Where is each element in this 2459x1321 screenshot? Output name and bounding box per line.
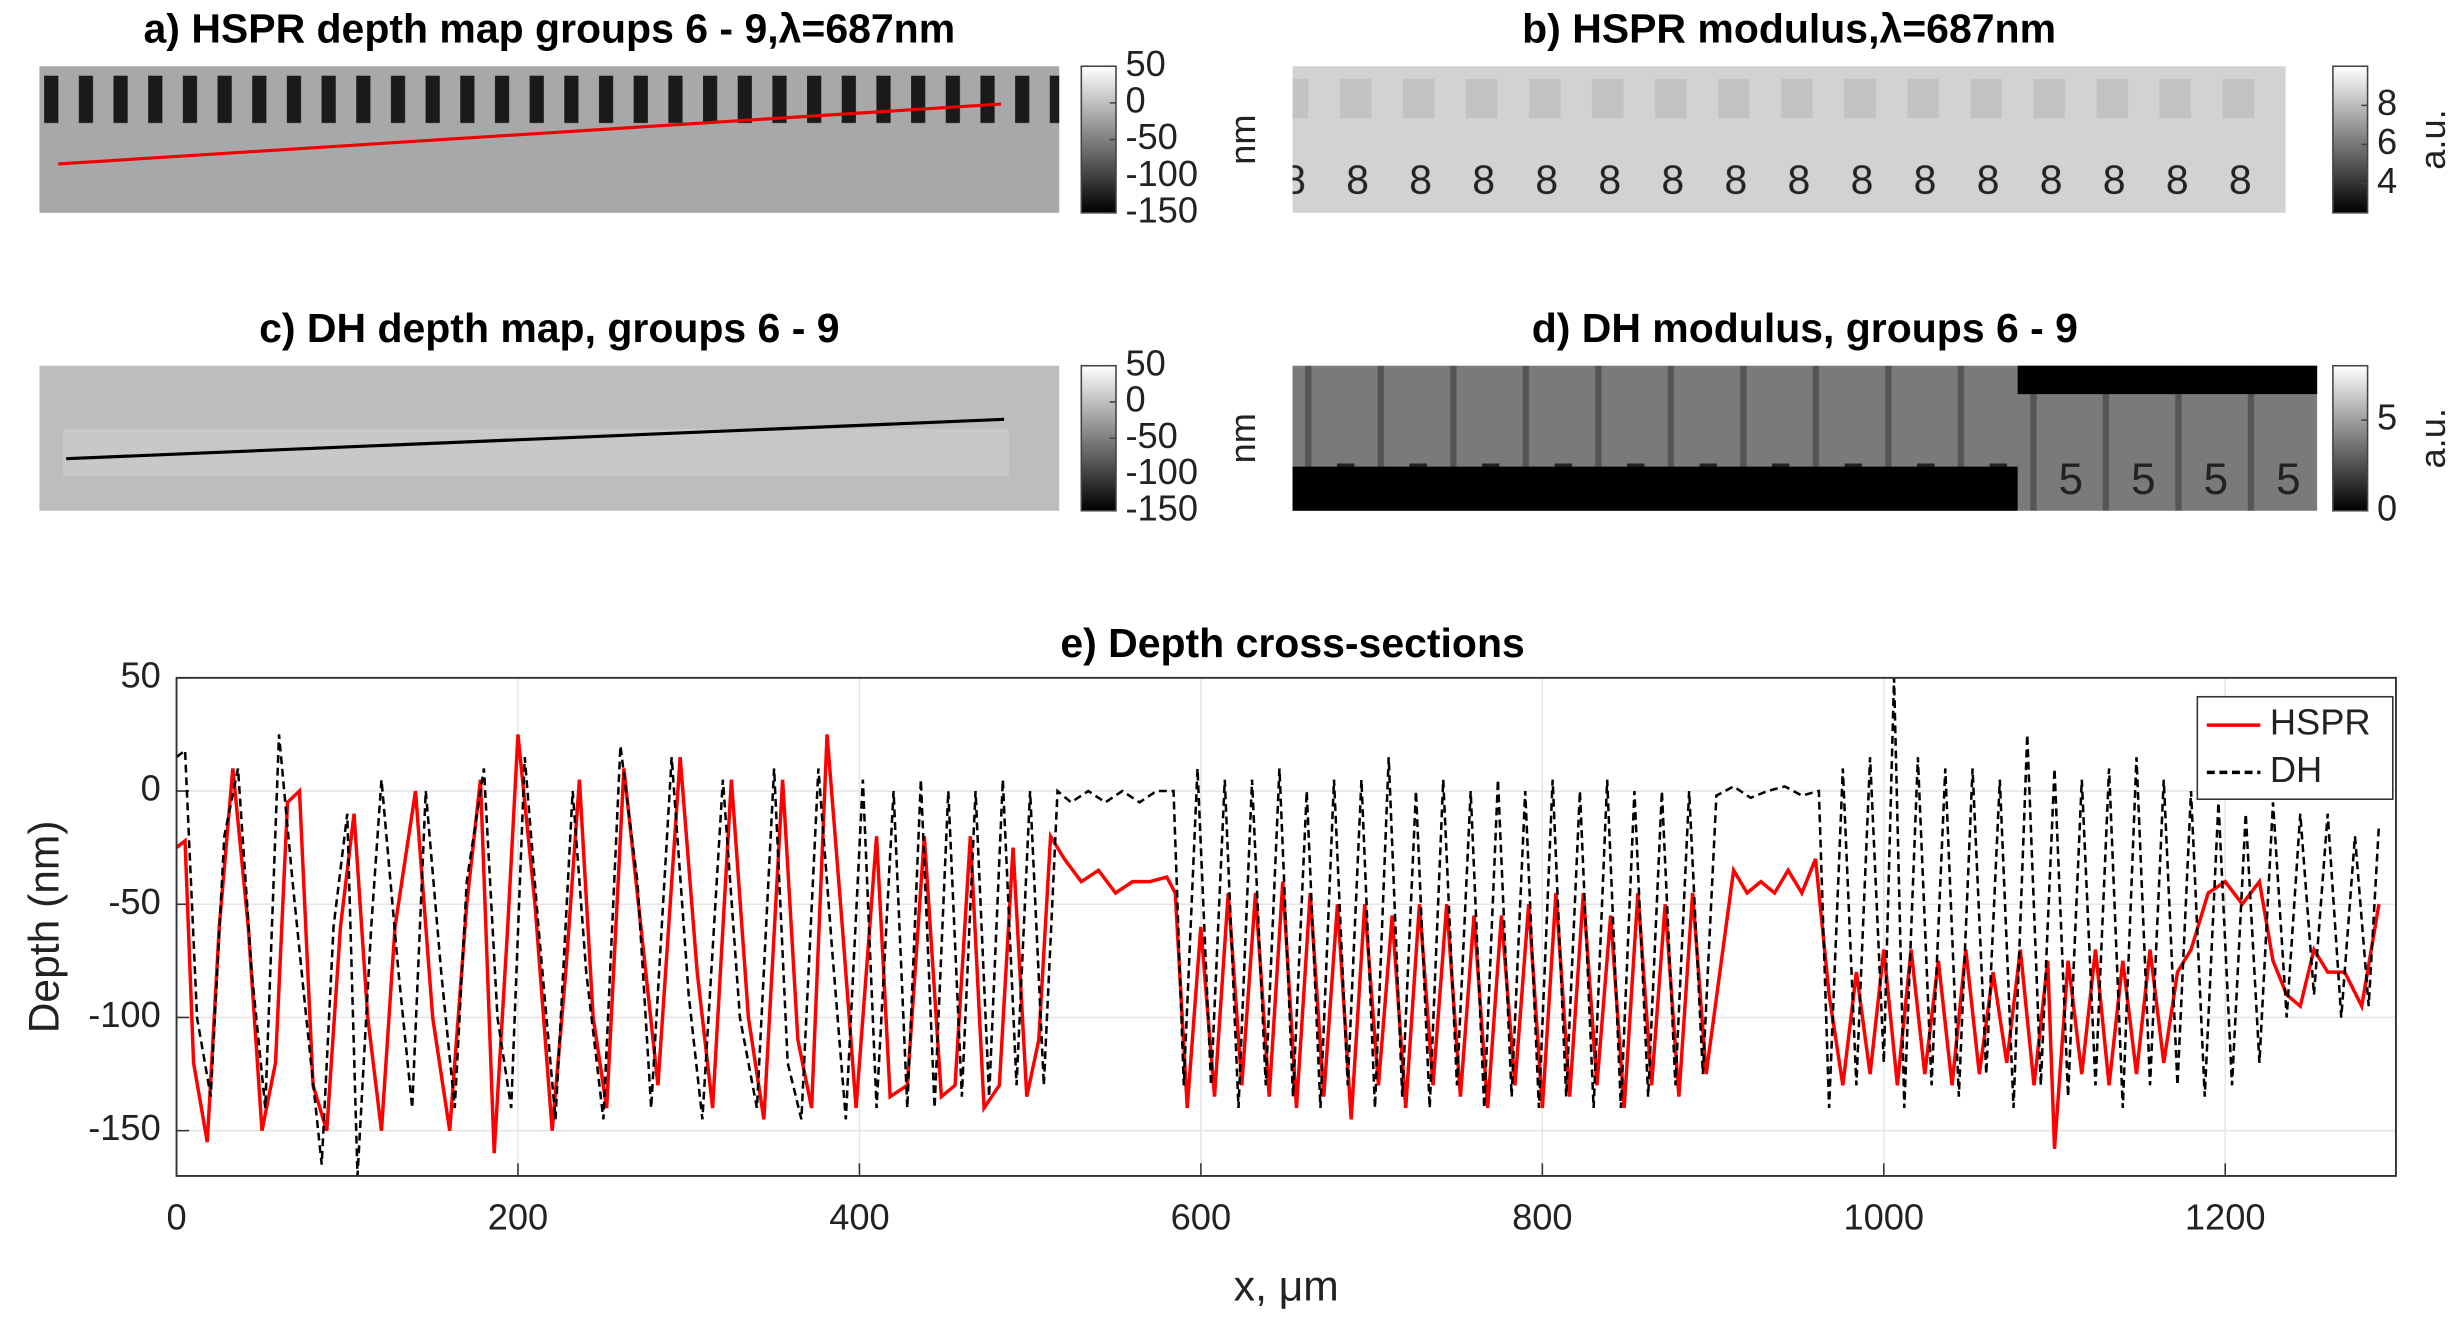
colorbar-tick-label: 0 — [1125, 79, 1145, 120]
colorbar-tick-label: 0 — [1125, 379, 1145, 420]
colorbar-tick-label: -100 — [1125, 451, 1198, 492]
axes-box — [175, 676, 2397, 1177]
image-d — [1292, 365, 2318, 511]
colorbar-tick-label: -150 — [1125, 189, 1198, 230]
y-tick-label: -100 — [88, 994, 161, 1035]
x-tick-label: 1000 — [1843, 1197, 1924, 1238]
x-tick-label: 400 — [829, 1197, 889, 1238]
x-tick-label: 1200 — [2185, 1197, 2266, 1238]
colorbar-tick-label: -50 — [1125, 116, 1177, 157]
colorbar — [2332, 364, 2369, 512]
image-a — [39, 66, 1060, 213]
y-tick-label: 0 — [141, 768, 161, 809]
x-axis-label: x, μm — [1234, 1263, 1339, 1311]
x-tick-label: 800 — [1512, 1197, 1572, 1238]
y-tick-label: -150 — [88, 1107, 161, 1148]
colorbar — [2332, 65, 2369, 214]
y-axis-label: Depth (nm) — [21, 820, 69, 1033]
colorbar-tick-label: 50 — [1125, 342, 1165, 383]
colorbar-tick-label: 4 — [2377, 160, 2397, 201]
colorbar-tick-label: -50 — [1125, 415, 1177, 456]
x-tick-label: 200 — [488, 1197, 548, 1238]
panel-title: a) HSPR depth map groups 6 - 9,λ=687nm — [144, 5, 956, 51]
colorbar-tick-label: 6 — [2377, 121, 2397, 162]
colorbar-label: nm — [1222, 413, 1263, 463]
image-c — [39, 365, 1060, 511]
chart-title: e) Depth cross-sections — [1060, 620, 1524, 666]
colorbar-tick-label: -150 — [1125, 487, 1198, 528]
colorbar-tick-label: 0 — [2377, 487, 2397, 528]
legend-label: DH — [2270, 749, 2322, 790]
panel-title: b) HSPR modulus,λ=687nm — [1522, 5, 2056, 51]
series-line — [176, 677, 2381, 1176]
colorbar-tick-label: 50 — [1125, 43, 1165, 84]
x-tick-label: 600 — [1171, 1197, 1231, 1238]
panel-title: d) DH modulus, groups 6 - 9 — [1532, 305, 2078, 351]
panel-title: c) DH depth map, groups 6 - 9 — [259, 305, 839, 351]
colorbar-label: nm — [1222, 114, 1263, 164]
colorbar-tick-label: 8 — [2377, 82, 2397, 123]
y-tick-label: 50 — [120, 654, 160, 695]
colorbar-label: a.u. — [2412, 408, 2453, 468]
legend-label: HSPR — [2270, 702, 2371, 743]
colorbar-label: a.u. — [2412, 109, 2453, 169]
x-tick-label: 0 — [166, 1197, 186, 1238]
y-tick-label: -50 — [108, 881, 160, 922]
colorbar-tick-label: 5 — [2377, 397, 2397, 438]
legend-box — [2196, 695, 2394, 801]
image-b — [1292, 66, 2286, 213]
colorbar-tick-label: -100 — [1125, 153, 1198, 194]
